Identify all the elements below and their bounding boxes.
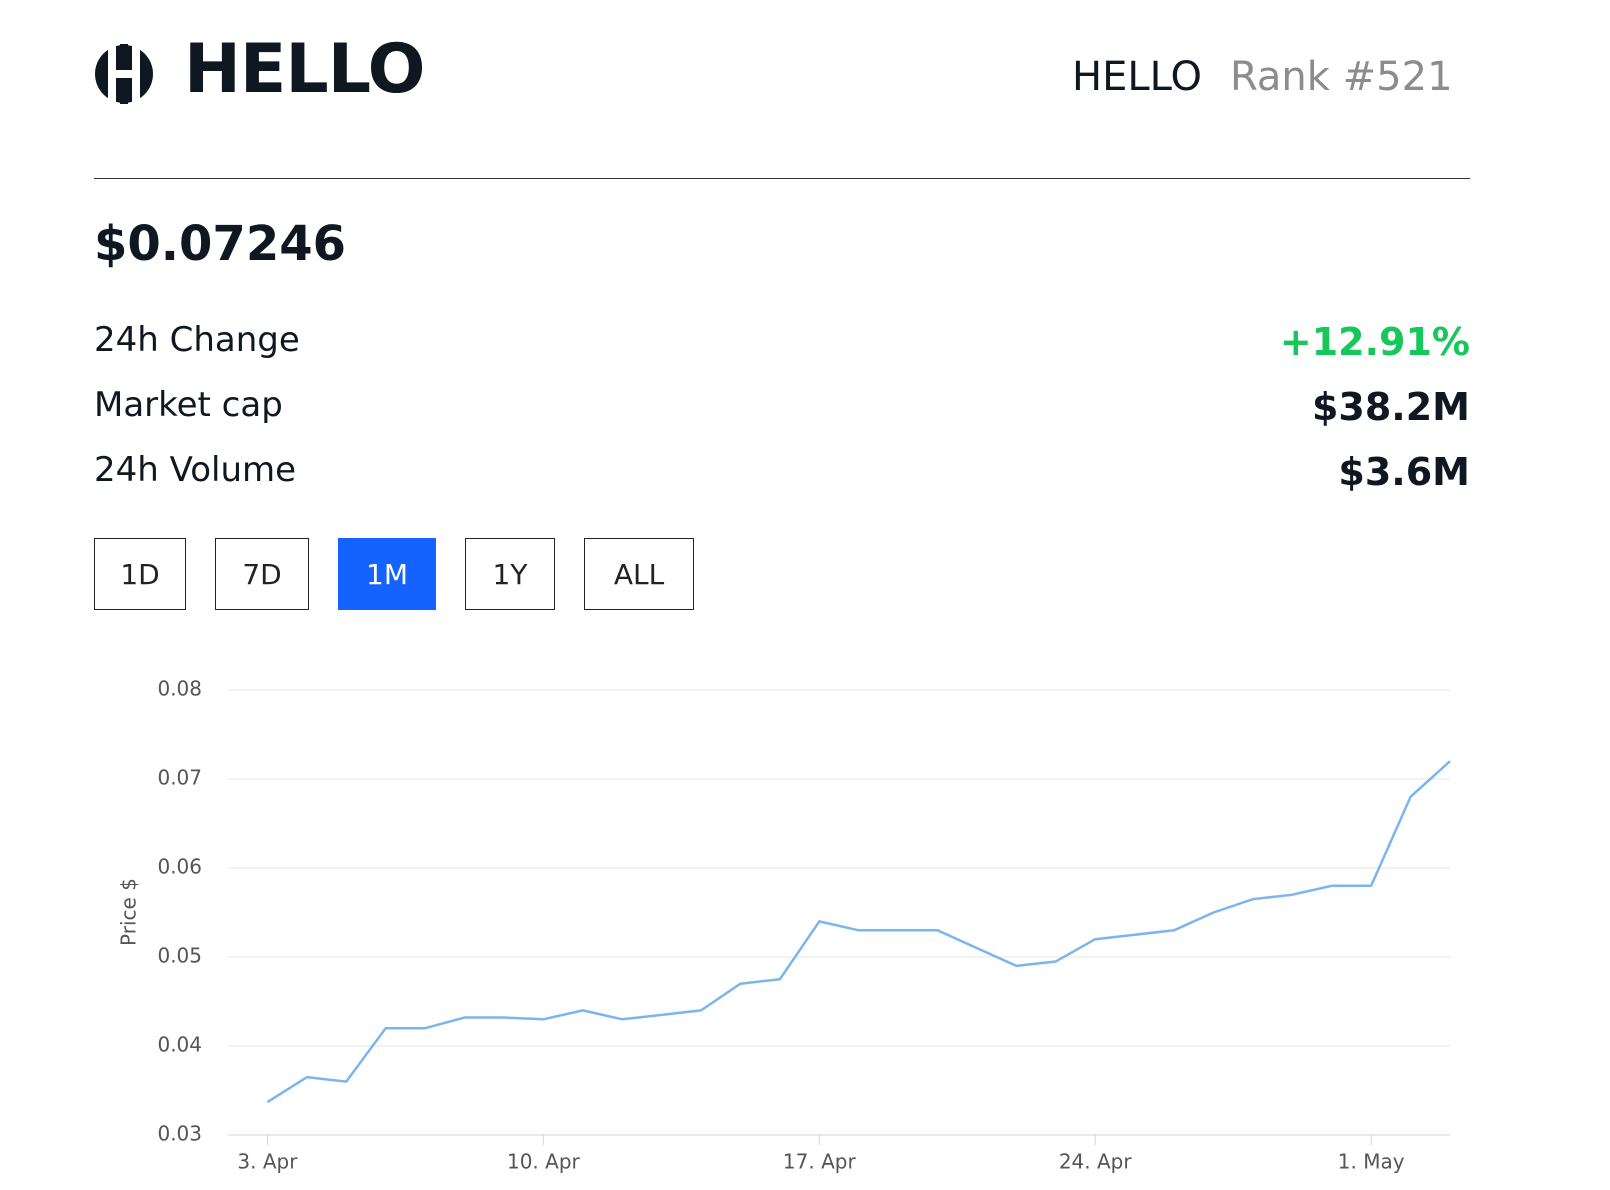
stat-label: 24h Change [94, 320, 300, 360]
stat-row: 24h Volume $3.6M [94, 450, 1470, 500]
coin-symbol: HELLO [1072, 54, 1202, 100]
y-tick-label: 0.08 [157, 677, 202, 701]
stat-label: Market cap [94, 385, 283, 425]
range-button[interactable]: 1D [94, 538, 186, 610]
range-button[interactable]: 1Y [465, 538, 555, 610]
stat-label: 24h Volume [94, 450, 297, 490]
x-tick-label: 10. Apr [507, 1150, 581, 1174]
stat-value: +12.91% [1279, 320, 1470, 364]
y-axis-label: Price $ [117, 878, 141, 946]
price-line [266, 760, 1451, 1104]
stat-value: $38.2M [1311, 385, 1470, 429]
coin-rank: Rank #521 [1230, 54, 1453, 100]
divider [94, 178, 1470, 179]
stat-row: 24h Change +12.91% [94, 320, 1470, 370]
y-tick-label: 0.06 [157, 855, 202, 879]
range-button[interactable]: ALL [584, 538, 694, 610]
y-tick-label: 0.07 [157, 766, 202, 790]
y-tick-label: 0.03 [157, 1122, 202, 1146]
stat-row: Market cap $38.2M [94, 385, 1470, 435]
range-button[interactable]: 7D [215, 538, 309, 610]
chart: Price $ 0.03 0.04 0.05 0.06 0.07 0.08 3. Apr 10… [117, 677, 1451, 1174]
x-tick-label: 3. Apr [237, 1150, 298, 1174]
price: $0.07246 [94, 216, 347, 272]
range-button[interactable]: 1M [338, 538, 436, 610]
logo [95, 44, 153, 104]
y-tick-label: 0.04 [157, 1033, 202, 1057]
y-tick-label: 0.05 [157, 944, 202, 968]
stat-value: $3.6M [1338, 450, 1470, 494]
x-tick-label: 1. May [1338, 1150, 1405, 1174]
x-tick-label: 24. Apr [1059, 1150, 1133, 1174]
x-tick-label: 17. Apr [783, 1150, 857, 1174]
coin-title: HELLO [184, 30, 425, 109]
